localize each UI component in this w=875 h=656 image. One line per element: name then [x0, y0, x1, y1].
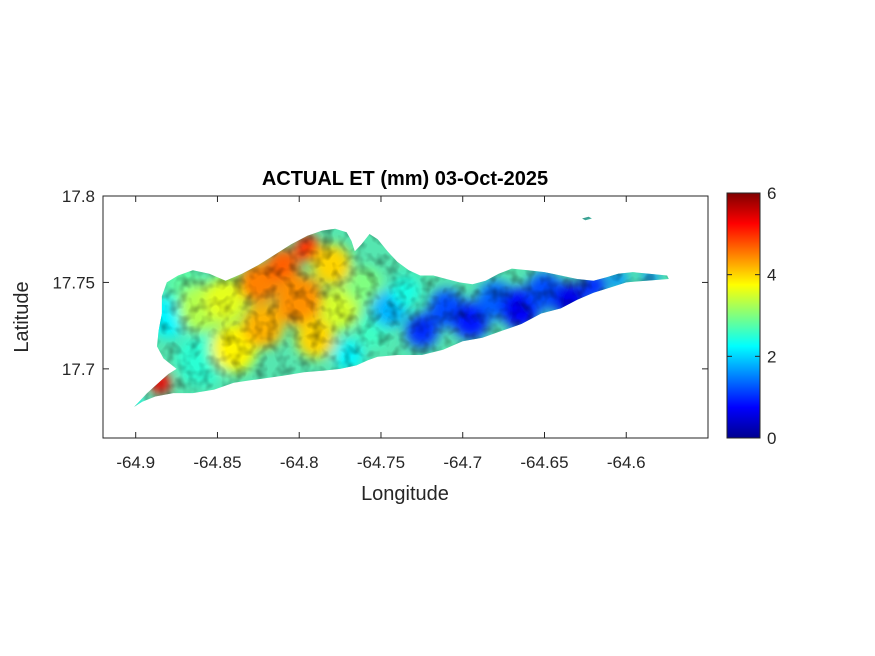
colorbar	[726, 192, 761, 439]
chart-title: ACTUAL ET (mm) 03-Oct-2025	[262, 168, 548, 190]
colorbar-ticks: 0 2 4 6	[727, 184, 776, 448]
x-tick-label: -64.6	[607, 453, 646, 472]
colorbar-tick-label: 2	[767, 347, 776, 366]
colorbar-tick-label: 4	[767, 266, 776, 285]
y-tick-label: 17.75	[52, 273, 95, 292]
x-axis: -64.9 -64.85 -64.8 -64.75 -64.7 -64.65 -64.6	[116, 196, 646, 472]
x-tick-label: -64.7	[443, 453, 482, 472]
y-axis-label: Latitude	[11, 281, 33, 352]
x-axis-label: Longitude	[361, 483, 449, 505]
y-tick-label: 17.7	[62, 360, 95, 379]
colorbar-tick-label: 0	[767, 429, 776, 448]
x-tick-label: -64.8	[280, 453, 319, 472]
x-tick-label: -64.9	[116, 453, 155, 472]
x-tick-label: -64.75	[357, 453, 405, 472]
x-tick-label: -64.85	[193, 453, 241, 472]
y-axis: 17.7 17.75 17.8	[52, 187, 708, 379]
colorbar-tick-label: 6	[767, 184, 776, 203]
y-tick-label: 17.8	[62, 187, 95, 206]
x-tick-label: -64.65	[520, 453, 568, 472]
